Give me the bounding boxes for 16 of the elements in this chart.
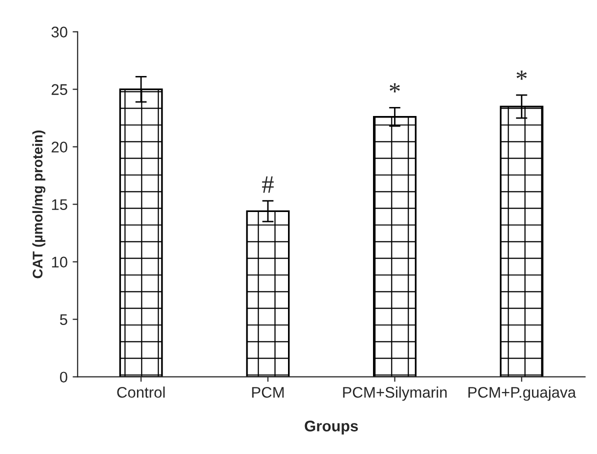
x-tick-label: PCM	[252, 386, 284, 398]
x-tick-label: PCM+Silymarin	[343, 386, 447, 401]
y-tick-label: 30	[51, 26, 68, 38]
x-tick-label: Control	[117, 386, 165, 398]
annotation: #	[262, 176, 274, 193]
x-axis-title: Groups	[304, 420, 358, 434]
y-tick-label: 0	[60, 372, 68, 383]
y-tick-label: 5	[60, 314, 68, 325]
y-axis-title: CAT (µmol/mg protein)	[32, 130, 46, 278]
y-tick-label: 25	[52, 84, 68, 95]
y-tick-label: 20	[52, 142, 68, 152]
x-tick-label: PCM+P.guajava	[468, 386, 576, 401]
y-tick-label: 15	[52, 199, 68, 210]
annotation: *	[390, 83, 400, 92]
annotation: *	[516, 70, 527, 80]
y-tick-label: 10	[52, 256, 68, 268]
